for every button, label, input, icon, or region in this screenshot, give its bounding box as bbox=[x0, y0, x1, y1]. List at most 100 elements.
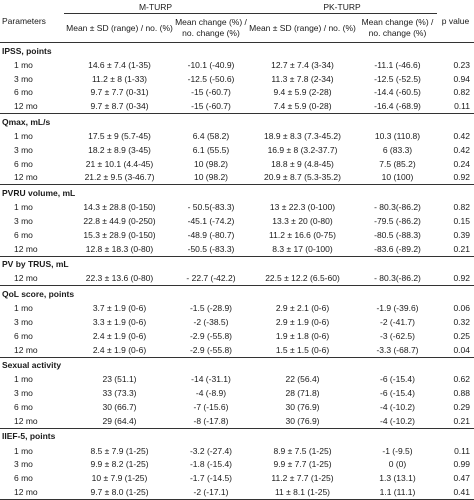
pk-turp-change: 7.5 (85.2) bbox=[379, 158, 416, 169]
pk-turp-mean: 7.4 ± 5.9 (0-28) bbox=[273, 101, 332, 112]
m-turp-mean: 2.4 ± 1.9 (0-6) bbox=[92, 330, 147, 341]
p-value: 0.21 bbox=[453, 415, 470, 426]
section-title: Qmax, mL/s bbox=[0, 113, 474, 130]
m-turp-change: -15 (-60.7) bbox=[191, 87, 231, 98]
row-label: 6 mo bbox=[14, 158, 33, 169]
row-label: 12 mo bbox=[14, 415, 38, 426]
m-turp-mean: 17.5 ± 9 (5.7-45) bbox=[88, 131, 151, 142]
pk-turp-mean: 9.4 ± 5.9 (2-28) bbox=[273, 87, 332, 98]
row-label: 1 mo bbox=[14, 445, 33, 456]
p-value: 0.04 bbox=[453, 344, 470, 355]
pk-turp-change: -3 (-62.5) bbox=[380, 330, 415, 341]
pk-turp-mean: 9.9 ± 7.7 (1-25) bbox=[273, 459, 332, 470]
m-turp-mean: 9.7 ± 8.0 (1-25) bbox=[64, 485, 175, 500]
section-title: Sexual activity bbox=[0, 356, 474, 373]
table-row: 12 mo 2.4 ± 1.9 (0-6) -2.9 (-55.8) 1.5 ± 1.… bbox=[0, 343, 474, 357]
m-turp-change: -3.2 (-27.4) bbox=[189, 445, 233, 456]
p-value: 0.23 bbox=[453, 59, 470, 70]
table-row: 1 mo 8.5 ± 7.9 (1-25) -3.2 (-27.4) 8.9 ± 7.… bbox=[0, 444, 474, 458]
p-value: 0.88 bbox=[453, 388, 470, 399]
pk-turp-mean: 11 ± 8.1 (1-25) bbox=[247, 485, 358, 500]
m-turp-change: -1.8 (-15.4) bbox=[189, 459, 233, 470]
table-row: 1 mo 23 (51.1) -14 (-31.1) 22 (56.4) -6 (-15… bbox=[0, 373, 474, 387]
table-row: 1 mo 14.6 ± 7.4 (1-35) -10.1 (-40.9) 12.7 ±… bbox=[0, 58, 474, 72]
m-turp-change: -7 (-15.6) bbox=[193, 402, 229, 413]
pk-turp-mean: 22.5 ± 12.2 (6.5-60) bbox=[265, 273, 340, 284]
p-value: 0.29 bbox=[453, 402, 470, 413]
m-turp-mean: 29 (64.4) bbox=[102, 415, 137, 426]
pk-turp-mean: 16.9 ± 8 (3.2-37.7) bbox=[267, 144, 338, 155]
table-row: 12 mo 29 (64.4) -8 (-17.8) 30 (76.9) -4 (-10… bbox=[0, 414, 474, 428]
pk-turp-change: -6 (-15.4) bbox=[380, 374, 415, 385]
section-title: IPSS, points bbox=[0, 42, 474, 58]
m-turp-mean: 10 ± 7.9 (1-25) bbox=[91, 473, 148, 484]
row-label: 12 mo bbox=[14, 101, 38, 112]
row-label: 1 mo bbox=[14, 59, 33, 70]
pk-turp-mean: 13.3 ± 20 (0-80) bbox=[272, 216, 333, 227]
row-label: 1 mo bbox=[14, 131, 33, 142]
m-turp-mean: 3.3 ± 1.9 (0-6) bbox=[92, 317, 147, 328]
m-turp-mean: 9.7 ± 8.7 (0-34) bbox=[90, 101, 149, 112]
row-label: 6 mo bbox=[14, 87, 33, 98]
m-turp-change: -2 (-38.5) bbox=[193, 317, 229, 328]
pk-turp-change: 1.1 (11.1) bbox=[358, 485, 437, 500]
table-row: 6 mo 10 ± 7.9 (1-25) -1.7 (-14.5) 11.2 ± 7.… bbox=[0, 471, 474, 485]
table-row: 3 mo 9.9 ± 8.2 (1-25) -1.8 (-15.4) 9.9 ± 7.… bbox=[0, 458, 474, 472]
section-header-row: IIEF-5, points bbox=[0, 427, 474, 444]
header-row-columns: Mean ± SD (range) / no. (%) Mean change … bbox=[0, 13, 474, 43]
m-turp-mean: 8.5 ± 7.9 (1-25) bbox=[90, 445, 149, 456]
p-value: 0.11 bbox=[454, 101, 470, 112]
row-label: 12 mo bbox=[14, 172, 38, 183]
p-value: 0.06 bbox=[453, 303, 470, 314]
pk-turp-mean: 2.9 ± 2.1 (0-6) bbox=[275, 303, 330, 314]
row-label: 1 mo bbox=[14, 202, 33, 213]
m-turp-change: -48.9 (-80.7) bbox=[187, 229, 235, 240]
m-turp-change: -2.9 (-55.8) bbox=[189, 344, 233, 355]
p-value: 0.92 bbox=[453, 172, 470, 183]
m-turp-mean: 3.7 ± 1.9 (0-6) bbox=[92, 303, 147, 314]
m-turp-mean: 14.3 ± 28.8 (0-150) bbox=[83, 202, 156, 213]
m-turp-change: -2.9 (-55.8) bbox=[189, 330, 233, 341]
m-turp-change: -1.7 (-14.5) bbox=[189, 473, 233, 484]
pk-turp-change: -2 (-41.7) bbox=[380, 317, 415, 328]
pk-turp-mean: 11.3 ± 7.8 (2-34) bbox=[271, 73, 334, 84]
table-row: 12 mo 12.8 ± 18.3 (0-80) -50.5 (-83.3) 8.3 … bbox=[0, 242, 474, 256]
row-label: 3 mo bbox=[14, 388, 33, 399]
pk-turp-change: -6 (-15.4) bbox=[380, 388, 415, 399]
m-turp-change: -10.1 (-40.9) bbox=[187, 59, 235, 70]
pk-turp-mean: 22 (56.4) bbox=[285, 374, 320, 385]
pk-turp-change: -79.5 (-86.2) bbox=[374, 216, 421, 227]
pk-turp-change: -4 (-10.2) bbox=[380, 415, 415, 426]
m-turp-mean: 18.2 ± 8.9 (3-45) bbox=[88, 144, 151, 155]
pk-turp-change: 0 (0) bbox=[388, 459, 407, 470]
m-turp-mean: 11.2 ± 8 (1-33) bbox=[91, 73, 148, 84]
table-row: 3 mo 3.3 ± 1.9 (0-6) -2 (-38.5) 2.9 ± 1.9 (… bbox=[0, 315, 474, 329]
pk-turp-change: 10.3 (110.8) bbox=[374, 131, 421, 142]
m-turp-mean: 33 (73.3) bbox=[102, 388, 137, 399]
p-value: 0.15 bbox=[453, 216, 470, 227]
header-row-groups: Parameters M-TURP PK-TURP p value bbox=[0, 0, 474, 43]
m-turp-mean: 22.3 ± 13.6 (0-80) bbox=[85, 273, 154, 284]
m-turp-mean: 9.9 ± 8.2 (1-25) bbox=[90, 459, 149, 470]
pk-turp-change: -11.1 (-46.6) bbox=[374, 59, 421, 70]
m-turp-change: - 50.5(-83.3) bbox=[187, 202, 235, 213]
table-row: 3 mo 33 (73.3) -4 (-8.9) 28 (71.8) -6 (-15.4… bbox=[0, 386, 474, 400]
m-turp-change: -45.1 (-74.2) bbox=[187, 216, 235, 227]
m-turp-mean: 12.8 ± 18.3 (0-80) bbox=[85, 243, 154, 254]
pk-turp-mean: 1.9 ± 1.8 (0-6) bbox=[275, 330, 330, 341]
p-value: 0.32 bbox=[453, 317, 470, 328]
section-header-row: PVRU volume, mL bbox=[0, 184, 474, 201]
pk-turp-change: -3.3 (-68.7) bbox=[376, 344, 419, 355]
table-row: 12 mo 9.7 ± 8.7 (0-34) -15 (-60.7) 7.4 ± 5.… bbox=[0, 99, 474, 113]
p-value: 0.47 bbox=[453, 473, 470, 484]
pk-turp-mean: 11.2 ± 7.7 (1-25) bbox=[271, 473, 334, 484]
pk-turp-mean: 8.9 ± 7.5 (1-25) bbox=[273, 445, 332, 456]
pk-turp-mean: 30 (76.9) bbox=[285, 402, 320, 413]
p-value: 0.41 bbox=[437, 485, 474, 500]
m-turp-header: M-TURP bbox=[64, 0, 247, 14]
m-turp-change: -1.5 (-28.9) bbox=[189, 303, 233, 314]
m-turp-mean: 22.8 ± 44.9 (0-250) bbox=[83, 216, 156, 227]
m-turp-change: 10 (98.2) bbox=[193, 172, 229, 183]
m-turp-mean: 2.4 ± 1.9 (0-6) bbox=[92, 344, 147, 355]
